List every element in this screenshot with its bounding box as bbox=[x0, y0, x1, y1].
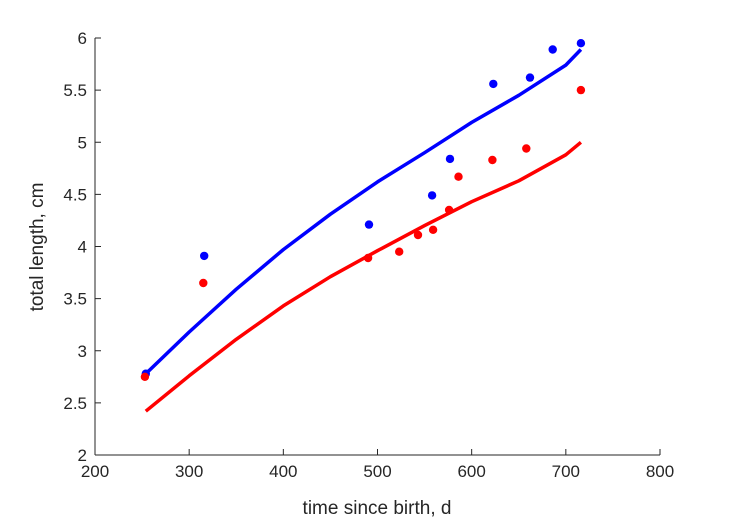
x-tick-label: 300 bbox=[175, 462, 203, 481]
x-axis-label: time since birth, d bbox=[303, 498, 452, 519]
red-data-point bbox=[395, 247, 404, 256]
red-fit-line bbox=[144, 140, 583, 413]
red-data-point bbox=[199, 278, 208, 288]
x-tick-label: 400 bbox=[269, 462, 297, 481]
y-tick-label: 6 bbox=[78, 29, 87, 48]
x-tick-label: 600 bbox=[457, 462, 485, 481]
red-data-point bbox=[522, 144, 531, 153]
y-tick-label: 5.5 bbox=[63, 81, 87, 100]
red-data-point bbox=[576, 85, 586, 95]
blue-data-point bbox=[548, 45, 557, 54]
x-tick-label: 200 bbox=[81, 462, 109, 481]
y-tick-label: 4 bbox=[78, 238, 87, 257]
blue-data-point bbox=[489, 79, 498, 89]
x-tick-label: 800 bbox=[646, 462, 674, 481]
blue-data-point bbox=[200, 251, 209, 261]
blue-data-point bbox=[525, 73, 535, 82]
plot-layer bbox=[140, 39, 586, 413]
blue-data-point bbox=[364, 220, 374, 229]
x-tick-label: 500 bbox=[363, 462, 391, 481]
y-tick-label: 2 bbox=[78, 446, 87, 465]
y-tick-label: 5 bbox=[78, 133, 87, 152]
y-axis-label: total length, cm bbox=[27, 183, 48, 312]
red-data-point bbox=[488, 155, 497, 165]
y-tick-label: 2.5 bbox=[63, 394, 87, 413]
red-data-point bbox=[454, 172, 463, 181]
x-tick-label: 700 bbox=[552, 462, 580, 481]
red-data-point bbox=[413, 230, 423, 240]
red-data-point bbox=[444, 205, 454, 215]
blue-data-point bbox=[576, 39, 586, 48]
y-tick-label: 3 bbox=[78, 342, 87, 361]
y-tick-label: 3.5 bbox=[63, 290, 87, 309]
red-data-point bbox=[363, 253, 373, 263]
blue-fit-line bbox=[144, 48, 583, 375]
axes-layer: 200 300 400 500 600 700 800 2 2.5 3 3.5 4 4.5 5 5.5 6 bbox=[63, 29, 674, 481]
red-data-point bbox=[428, 225, 438, 234]
blue-data-point bbox=[445, 154, 455, 164]
y-tick-label: 4.5 bbox=[63, 185, 87, 204]
red-data-point bbox=[140, 372, 150, 381]
blue-data-point bbox=[427, 191, 437, 200]
